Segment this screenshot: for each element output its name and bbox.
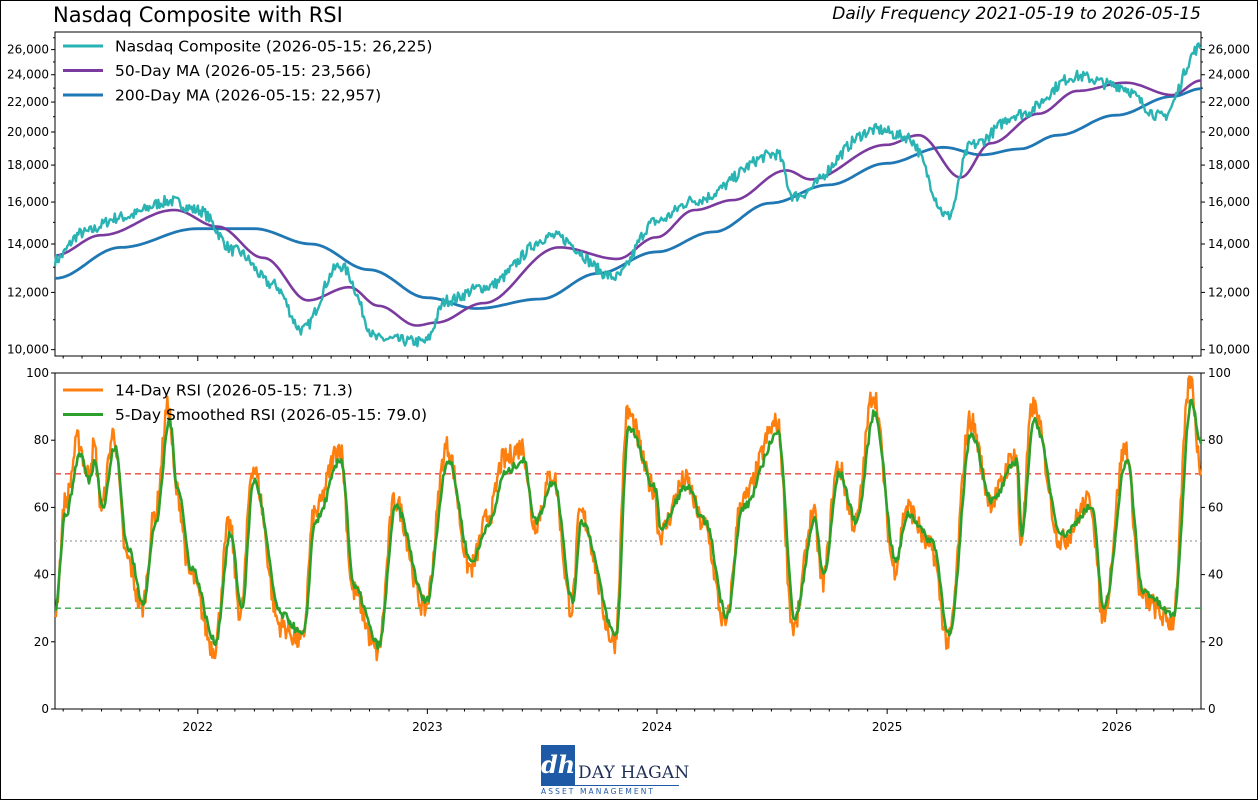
price-ytick-label-left: 26,000 — [7, 43, 49, 57]
rsi-xtick-label: 2023 — [412, 720, 443, 734]
rsi-ytick-label-left: 20 — [34, 635, 49, 649]
series-line-nasdaq-composite — [53, 42, 1202, 348]
price-ytick-label-right: 26,000 — [1208, 43, 1250, 57]
price-ytick-label-left: 14,000 — [7, 237, 49, 251]
logo-name: DAY HAGAN — [578, 763, 690, 783]
price-ytick-label-right: 24,000 — [1208, 68, 1250, 82]
series-line-rsi-smoothed — [53, 398, 1203, 651]
price-ytick-label-right: 20,000 — [1208, 125, 1250, 139]
series-line-rsi-14 — [54, 375, 1203, 662]
logo-tagline: ASSET MANAGEMENT — [541, 787, 656, 796]
rsi-ytick-label-left: 100 — [26, 366, 49, 380]
rsi-ytick-label-right: 0 — [1208, 702, 1216, 716]
rsi-ytick-label-right: 100 — [1208, 366, 1231, 380]
rsi-ytick-label-left: 80 — [34, 433, 49, 447]
price-ytick-label-left: 24,000 — [7, 68, 49, 82]
chart-subtitle: Daily Frequency 2021-05-19 to 2026-05-15 — [832, 4, 1201, 24]
legend-label-nasdaq-composite: Nasdaq Composite (2026-05-15: 26,225) — [115, 38, 432, 56]
rsi-xtick-label: 2022 — [183, 720, 214, 734]
price-ytick-label-left: 10,000 — [7, 343, 49, 357]
price-plot-area — [54, 31, 1202, 357]
rsi-ytick-label-right: 40 — [1208, 568, 1223, 582]
rsi-ytick-label-right: 80 — [1208, 433, 1223, 447]
legend-label-ma50: 50-Day MA (2026-05-15: 23,566) — [115, 62, 371, 80]
rsi-panel: 0 0 20 20 40 40 60 60 80 80 100 100 2022 2023 2024 2025… — [26, 366, 1231, 734]
rsi-ytick-label-left: 60 — [34, 500, 49, 514]
price-ytick-label-left: 18,000 — [7, 158, 49, 172]
price-ytick-label-right: 10,000 — [1208, 343, 1250, 357]
price-ytick-label-right: 22,000 — [1208, 95, 1250, 109]
rsi-xtick-label: 2026 — [1101, 720, 1132, 734]
chart-title: Nasdaq Composite with RSI — [53, 3, 343, 27]
price-ytick-label-left: 16,000 — [7, 195, 49, 209]
rsi-ytick-label-right: 60 — [1208, 500, 1223, 514]
chart-canvas: 10,000 10,000 12,000 12,000 14,000 14,000 16,0… — [7, 31, 1250, 734]
rsi-ytick-label-left: 40 — [34, 568, 49, 582]
price-ytick-label-left: 12,000 — [7, 285, 49, 299]
company-logo: dh DAY HAGAN ASSET MANAGEMENT — [541, 745, 689, 797]
price-ytick-label-left: 22,000 — [7, 95, 49, 109]
rsi-xtick-label: 2025 — [872, 720, 903, 734]
logo-mark: dh — [541, 745, 575, 785]
legend-label-rsi-14: 14-Day RSI (2026-05-15: 71.3) — [115, 382, 353, 400]
legend-label-rsi-smoothed: 5-Day Smoothed RSI (2026-05-15: 79.0) — [115, 406, 427, 424]
logo-divider — [541, 785, 679, 786]
series-line-ma200 — [54, 87, 1202, 310]
price-ytick-label-right: 12,000 — [1208, 285, 1250, 299]
legend-label-ma200: 200-Day MA (2026-05-15: 22,957) — [115, 87, 381, 105]
series-line-ma50 — [54, 79, 1202, 327]
rsi-ytick-label-right: 20 — [1208, 635, 1223, 649]
price-ytick-label-left: 20,000 — [7, 125, 49, 139]
price-ytick-label-right: 18,000 — [1208, 158, 1250, 172]
rsi-ytick-label-left: 0 — [41, 702, 49, 716]
price-panel: 10,000 10,000 12,000 12,000 14,000 14,000 16,0… — [7, 31, 1250, 361]
rsi-xtick-label: 2024 — [642, 720, 673, 734]
price-ytick-label-right: 16,000 — [1208, 195, 1250, 209]
price-ytick-label-right: 14,000 — [1208, 237, 1250, 251]
